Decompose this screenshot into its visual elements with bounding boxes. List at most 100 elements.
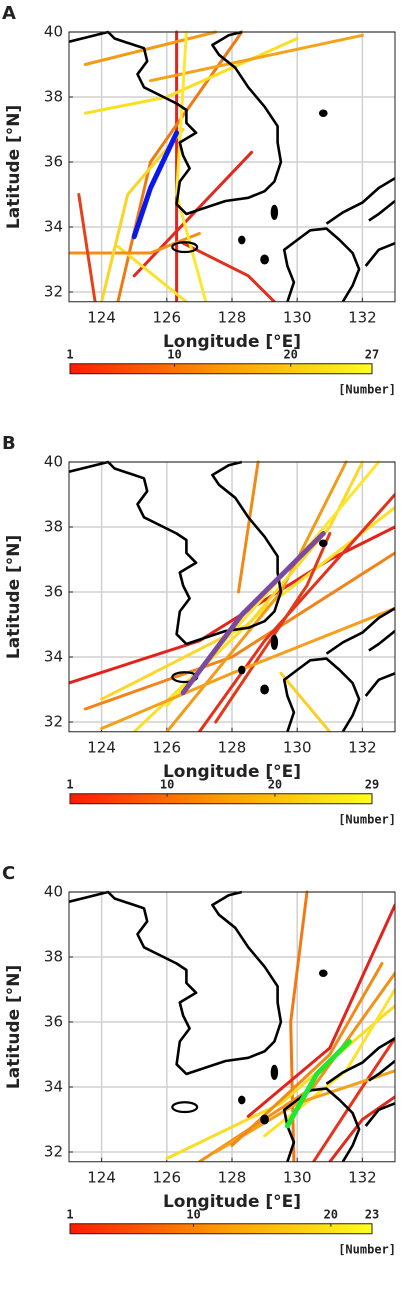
track — [69, 232, 201, 255]
track — [279, 671, 332, 732]
island — [260, 254, 269, 265]
plot-frame — [68, 891, 396, 1163]
track — [132, 150, 254, 278]
island — [238, 665, 246, 675]
y-tick-label: 36 — [44, 583, 63, 601]
colorbar-tick-label: 10 — [167, 347, 181, 361]
island — [260, 684, 269, 695]
y-tick-label: 36 — [44, 153, 63, 171]
x-tick-label: 132 — [348, 738, 377, 756]
track — [83, 551, 395, 711]
colorbar-tick-label: 23 — [365, 1207, 379, 1221]
colorbar-label: [Number] — [338, 1242, 396, 1256]
y-tick-label: 34 — [44, 218, 63, 236]
x-tick-label: 124 — [87, 1168, 116, 1186]
coastline — [282, 1087, 361, 1162]
colorbar-tick-label: 27 — [365, 347, 379, 361]
panel-label: B — [2, 433, 16, 454]
island — [260, 1114, 269, 1125]
colorbar-tick-label: 10 — [186, 1207, 200, 1221]
island — [270, 1064, 279, 1080]
x-tick-label: 130 — [283, 738, 312, 756]
coastline — [368, 1059, 395, 1082]
track — [100, 128, 185, 302]
track — [175, 30, 208, 302]
coastline — [325, 607, 395, 655]
coastline — [325, 1037, 395, 1085]
track — [131, 130, 180, 240]
plot-frame — [68, 461, 396, 733]
y-tick-label: 40 — [44, 883, 63, 901]
x-tick-label: 124 — [87, 738, 116, 756]
plot-frame — [68, 31, 396, 303]
coastline — [364, 241, 395, 267]
track — [181, 241, 276, 302]
coastline — [69, 890, 283, 1076]
coastline — [282, 657, 361, 732]
x-tick-label: 132 — [348, 308, 377, 326]
x-tick-label: 130 — [283, 308, 312, 326]
panel: C 124 126 128 130 132 32 34 36 38 40 Longitude [°E]… — [2, 863, 396, 1256]
y-tick-label: 40 — [44, 23, 63, 41]
track — [246, 903, 395, 1118]
colorbar-tick-label: 20 — [283, 347, 297, 361]
x-axis-label: Longitude [°E] — [163, 762, 301, 782]
coastline — [282, 227, 361, 302]
track — [284, 1039, 352, 1129]
colorbar-tick-label: 1 — [66, 347, 73, 361]
y-axis-label: Latitude [°N] — [4, 965, 24, 1089]
colorbar-tick-label: 1 — [66, 777, 73, 791]
coastline — [364, 1102, 395, 1127]
colorbar-tick-label: 20 — [324, 1207, 338, 1221]
coastline — [325, 177, 395, 225]
y-axis-label: Latitude [°N] — [4, 535, 24, 659]
island — [318, 539, 328, 547]
colorbar — [69, 793, 373, 805]
track — [312, 1036, 395, 1162]
x-axis-label: Longitude [°E] — [163, 1192, 301, 1212]
panel: A 124 126 128 130 132 32 34 36 38 40 Longitude [°E]… — [2, 3, 396, 396]
colorbar-tick-label: 29 — [365, 777, 379, 791]
island — [318, 969, 328, 977]
island — [270, 634, 279, 650]
x-tick-label: 128 — [218, 1168, 247, 1186]
track — [83, 30, 218, 66]
track — [197, 493, 395, 732]
colorbar — [69, 363, 373, 375]
x-tick-label: 124 — [87, 308, 116, 326]
coastline — [69, 460, 283, 646]
y-tick-label: 32 — [44, 713, 63, 731]
island — [238, 235, 246, 245]
x-tick-label: 132 — [348, 1168, 377, 1186]
colorbar-tick-label: 1 — [66, 1207, 73, 1221]
coastline — [368, 629, 395, 652]
island — [318, 109, 328, 117]
island — [270, 204, 279, 220]
colorbar — [69, 1223, 373, 1235]
x-tick-label: 126 — [152, 1168, 181, 1186]
track — [77, 193, 97, 302]
panel-label: A — [2, 3, 16, 24]
y-tick-label: 34 — [44, 648, 63, 666]
y-tick-label: 38 — [44, 518, 63, 536]
colorbar-label: [Number] — [338, 382, 396, 396]
y-tick-label: 32 — [44, 283, 63, 301]
colorbar-tick-label: 10 — [160, 777, 174, 791]
island — [171, 241, 199, 254]
track — [328, 1095, 395, 1162]
island — [238, 1095, 246, 1105]
y-tick-label: 38 — [44, 88, 63, 106]
track — [116, 245, 188, 302]
tracks — [69, 30, 395, 302]
x-tick-label: 126 — [152, 308, 181, 326]
track — [180, 531, 326, 696]
coastline — [368, 199, 395, 222]
track — [237, 460, 260, 594]
track — [165, 1004, 395, 1160]
island — [171, 1101, 199, 1114]
panel-label: C — [2, 863, 15, 884]
track — [69, 525, 395, 685]
tracks — [69, 460, 395, 732]
coastline — [364, 672, 395, 697]
